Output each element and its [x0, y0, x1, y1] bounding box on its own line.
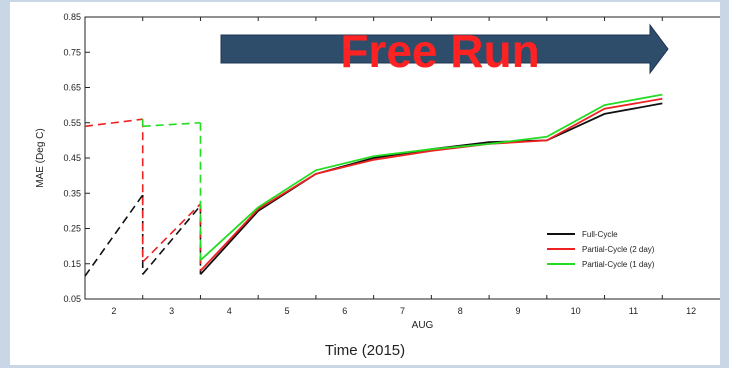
- x-tick-label: 4: [227, 306, 232, 316]
- legend: Full-Cycle Partial-Cycle (2 day) Partial-C…: [547, 230, 655, 269]
- dashed-segment: [142, 121, 201, 128]
- y-axis-label: MAE (Deg C): [35, 128, 46, 187]
- y-tick-label: 0.35: [63, 188, 81, 198]
- y-tick-label: 0.05: [63, 294, 81, 304]
- arrow-shape: [220, 23, 669, 75]
- x-tick-label: 11: [629, 306, 638, 316]
- legend-label: Full-Cycle: [582, 230, 618, 239]
- axes: 0.05 0.15 0.25 0.35 0.45 0.55 0.65 0.75 0.85 2 3 4 5…: [35, 12, 720, 331]
- chart-panel: 0.05 0.15 0.25 0.35 0.45 0.55 0.65 0.75 0.85 2 3 4 5…: [10, 2, 720, 365]
- x-tick-label: 10: [571, 306, 581, 316]
- x-tick-label: 12: [686, 306, 696, 316]
- time-axis-caption: Time (2015): [324, 342, 406, 359]
- x-tick-label: 3: [169, 306, 174, 316]
- legend-label: Partial-Cycle (1 day): [582, 260, 655, 269]
- x-tick-label: 9: [515, 306, 520, 316]
- x-axis-label: AUG: [412, 320, 434, 331]
- dashed-segment: [142, 203, 202, 263]
- solid-line: [199, 93, 663, 261]
- series-3: [141, 93, 663, 261]
- legend-label: Partial-Cycle (2 day): [582, 245, 655, 254]
- x-tick-label: 2: [111, 306, 116, 316]
- series-2: [84, 97, 663, 272]
- x-tick-label: 5: [285, 306, 290, 316]
- dashed-segment: [84, 194, 144, 277]
- y-tick-label: 0.75: [63, 47, 81, 57]
- x-tick-label: 8: [458, 306, 463, 316]
- solid-line: [199, 97, 663, 272]
- series-lines: [84, 93, 663, 277]
- y-tick-label: 0.15: [63, 259, 81, 269]
- x-tick-label: 7: [400, 306, 405, 316]
- y-tick-label: 0.65: [63, 83, 81, 93]
- dashed-segment: [84, 118, 143, 128]
- free-run-arrow: Free Run: [220, 23, 669, 77]
- y-tick-label: 0.25: [63, 224, 81, 234]
- dashed-segment: [142, 205, 202, 275]
- x-tick-label: 6: [342, 306, 347, 316]
- line-chart: 0.05 0.15 0.25 0.35 0.45 0.55 0.65 0.75 0.85 2 3 4 5…: [35, 12, 720, 331]
- y-tick-label: 0.85: [63, 12, 81, 22]
- free-run-label: Free Run: [340, 25, 539, 77]
- y-tick-label: 0.55: [63, 118, 81, 128]
- y-tick-label: 0.45: [63, 153, 81, 163]
- series-1: [84, 102, 663, 277]
